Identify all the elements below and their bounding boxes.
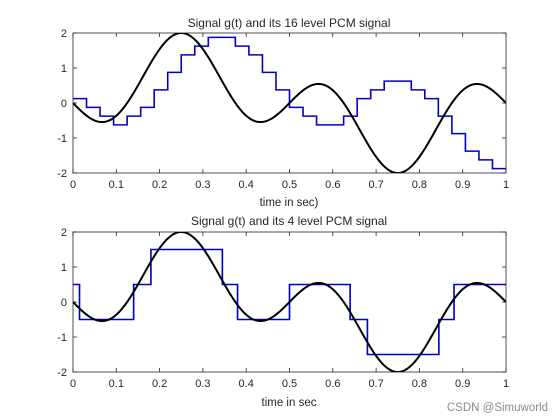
subplot-16-level-xtick-label: 0.7 xyxy=(368,179,383,191)
subplot-4-level-xtick-label: 0.2 xyxy=(152,378,167,390)
subplot-16-level-ytick-label: 1 xyxy=(61,63,67,75)
subplot-4-level-xtick-label: 0.5 xyxy=(282,378,297,390)
subplot-4-level-xtick-label: 0 xyxy=(70,378,76,390)
subplot-4-level-ytick-label: 2 xyxy=(61,227,67,239)
subplot-16-level: Signal g(t) and its 16 level PCM signal … xyxy=(57,16,509,209)
subplot-4-level-title: Signal g(t) and its 4 level PCM signal xyxy=(191,214,387,228)
subplot-16-level-ytick-label: -2 xyxy=(57,168,67,180)
subplot-4-level-xtick-label: 1 xyxy=(503,378,509,390)
subplot-16-level-xtick-label: 0.4 xyxy=(239,179,254,191)
subplot-4-level-ticks: 0 0.1 0.2 0.3 0.4 0.5 0.6 0.7 0.8 0.9 1 2 1 0 -1 -2 xyxy=(57,227,509,390)
subplot-16-level-xtick-label: 0.9 xyxy=(455,179,470,191)
subplot-16-level-xtick-label: 0.3 xyxy=(195,179,210,191)
subplot-16-level-ytick-label: -1 xyxy=(57,133,67,145)
subplot-4-level-xtick-label: 0.6 xyxy=(325,378,340,390)
subplot-4-level-xtick-label: 0.8 xyxy=(412,378,427,390)
watermark: CSDN @Simuworld xyxy=(447,402,548,414)
subplot-4-level-ytick-label: -2 xyxy=(57,367,67,379)
subplot-4-level-xtick-label: 0.1 xyxy=(109,378,124,390)
subplot-4-level-ytick-label: 0 xyxy=(61,297,67,309)
subplot-16-level-ytick-label: 2 xyxy=(61,28,67,40)
subplot-4-level-ytick-label: -1 xyxy=(57,332,67,344)
subplot-4-level-xtick-label: 0.4 xyxy=(239,378,254,390)
subplot-4-level-ytick-label: 1 xyxy=(61,262,67,274)
subplot-16-level-pcm-staircase-line xyxy=(73,36,506,170)
subplot-4-level-xtick-label: 0.9 xyxy=(455,378,470,390)
subplot-4-level-signal-line xyxy=(73,232,506,372)
subplot-16-level-signal-line xyxy=(73,33,506,173)
subplot-16-level-title: Signal g(t) and its 16 level PCM signal xyxy=(188,16,391,30)
subplot-4-level: Signal g(t) and its 4 level PCM signal t… xyxy=(57,214,509,409)
subplot-16-level-xtick-label: 0.6 xyxy=(325,179,340,191)
subplot-4-level-xtick-label: 0.3 xyxy=(195,378,210,390)
subplot-16-level-xtick-label: 0.2 xyxy=(152,179,167,191)
subplot-4-level-xlabel: time in sec xyxy=(262,397,317,409)
subplot-16-level-xtick-label: 0.8 xyxy=(412,179,427,191)
subplot-16-level-xtick-label: 0.5 xyxy=(282,179,297,191)
subplot-16-level-ticks: 0 0.1 0.2 0.3 0.4 0.5 0.6 0.7 0.8 0.9 1 2 1 0 -1 -2 xyxy=(57,28,509,191)
subplot-16-level-xlabel: time in sec) xyxy=(260,197,319,209)
subplot-16-level-xtick-label: 0 xyxy=(70,179,76,191)
subplot-16-level-ytick-label: 0 xyxy=(61,98,67,110)
subplot-16-level-xtick-label: 1 xyxy=(503,179,509,191)
subplot-16-level-xtick-label: 0.1 xyxy=(109,179,124,191)
subplot-4-level-xtick-label: 0.7 xyxy=(368,378,383,390)
subplot-4-level-pcm-sampled-line xyxy=(73,248,506,356)
